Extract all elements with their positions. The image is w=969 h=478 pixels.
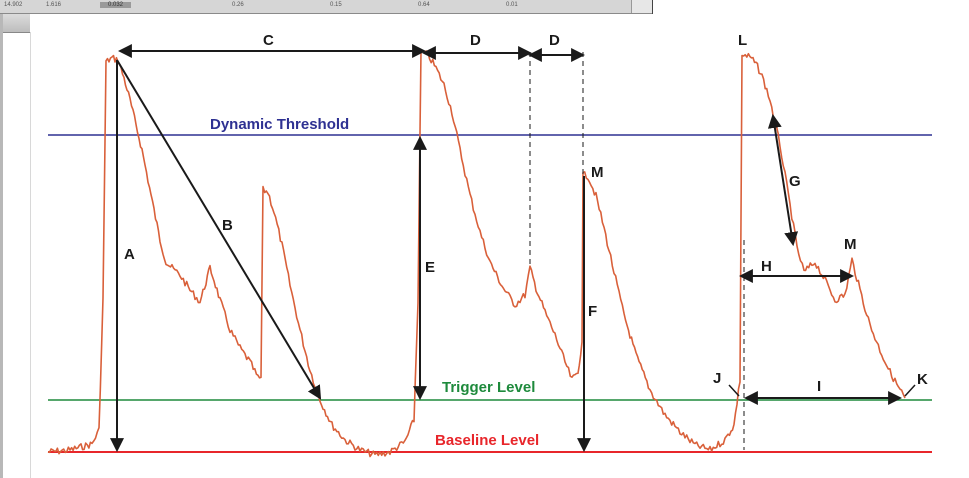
marker-label-l: L bbox=[738, 32, 747, 49]
marker-label-b: B bbox=[222, 217, 233, 234]
marker-label-m: M bbox=[844, 236, 857, 253]
strip-cell: 14.902 bbox=[4, 2, 23, 8]
baseline-level-label: Baseline Level bbox=[435, 432, 539, 449]
arrow-b bbox=[116, 59, 322, 400]
strip-divider bbox=[652, 0, 653, 14]
marker-label-d: D bbox=[470, 32, 481, 49]
signal-trace bbox=[47, 50, 906, 458]
marker-label-e: E bbox=[425, 259, 435, 276]
marker-label-c: C bbox=[263, 32, 274, 49]
strip-cell: 1.616 bbox=[46, 2, 62, 8]
pointer-k bbox=[904, 384, 916, 397]
strip-cell: 0.26 bbox=[232, 2, 244, 8]
strip-cell: 0.64 bbox=[418, 2, 430, 8]
dynamic-threshold-label: Dynamic Threshold bbox=[210, 116, 349, 133]
marker-label-k: K bbox=[917, 371, 928, 388]
marker-label-i: I bbox=[817, 378, 821, 395]
trigger-level-label: Trigger Level bbox=[442, 379, 535, 396]
pointer-j bbox=[728, 384, 740, 397]
strip-cell: 0.15 bbox=[330, 2, 342, 8]
spreadsheet-strip: 14.902 1.616 0.032 0.26 0.15 0.64 0.01 bbox=[0, 0, 652, 14]
marker-label-g: G bbox=[789, 173, 801, 190]
marker-label-f: F bbox=[588, 303, 597, 320]
panel-edge bbox=[0, 14, 3, 478]
strip-frame bbox=[631, 0, 652, 13]
marker-label-h: H bbox=[761, 258, 772, 275]
marker-label-j: J bbox=[713, 370, 721, 387]
frame-line bbox=[30, 32, 31, 478]
marker-label-a: A bbox=[124, 246, 135, 263]
strip-cell: 0.01 bbox=[506, 2, 518, 8]
marker-label-d: D bbox=[549, 32, 560, 49]
strip-cell-highlight: 0.032 bbox=[100, 2, 132, 8]
arrow-g bbox=[767, 113, 799, 247]
panel-tab bbox=[0, 14, 30, 33]
marker-label-m: M bbox=[591, 164, 604, 181]
